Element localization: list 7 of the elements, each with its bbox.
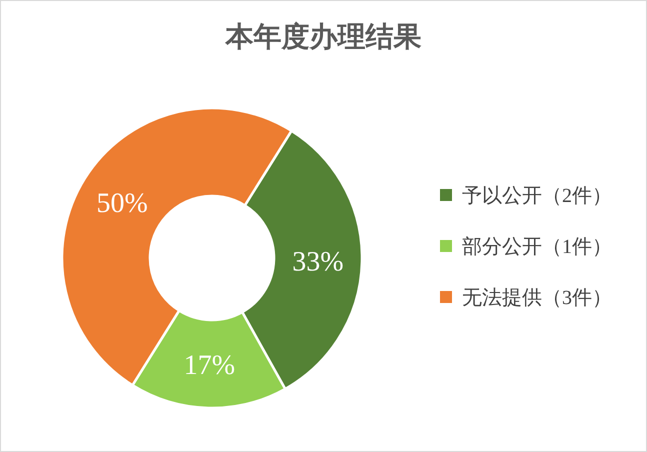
chart-title: 本年度办理结果: [224, 21, 422, 53]
legend-label: 无法提供（3件）: [462, 287, 612, 309]
data-label: 17%: [184, 350, 236, 381]
legend-label: 予以公开（2件）: [462, 185, 612, 207]
data-label: 50%: [96, 188, 148, 219]
data-label: 33%: [292, 246, 344, 278]
legend-label: 部分公开（1件）: [462, 236, 612, 258]
